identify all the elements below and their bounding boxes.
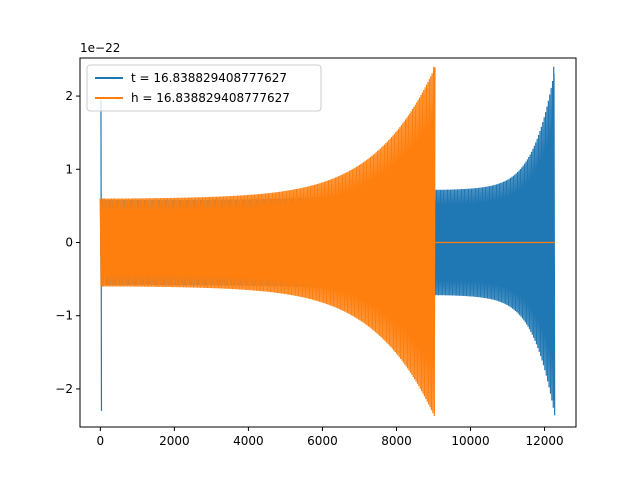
axes: 0 2000 4000 6000 8000 10000 12000 −2 −1 0 1 2: [55, 57, 577, 448]
x-tick-label: 0: [97, 434, 105, 448]
plot-area: [99, 66, 556, 417]
x-tick-label: 12000: [525, 434, 563, 448]
x-tick-label: 2000: [159, 434, 190, 448]
x-tick-label: 6000: [307, 434, 338, 448]
x-tick-label: 10000: [451, 434, 489, 448]
legend-label-series-1: t = 16.838829408777627: [131, 71, 287, 85]
y-tick-label: 0: [65, 236, 73, 250]
y-tick-label: 1: [65, 162, 73, 176]
legend-frame: [86, 64, 322, 112]
x-tick-label: 4000: [233, 434, 264, 448]
x-tick-label: 8000: [381, 434, 412, 448]
legend-label-series-2: h = 16.838829408777627: [131, 91, 290, 105]
y-tick-label: 2: [65, 89, 73, 103]
series-2-line: [99, 66, 555, 417]
legend: t = 16.838829408777627 h = 16.8388294087…: [86, 64, 322, 112]
y-offset-label: 1e−22: [80, 41, 120, 55]
y-tick-label: −1: [55, 309, 73, 323]
y-tick-label: −2: [55, 382, 73, 396]
